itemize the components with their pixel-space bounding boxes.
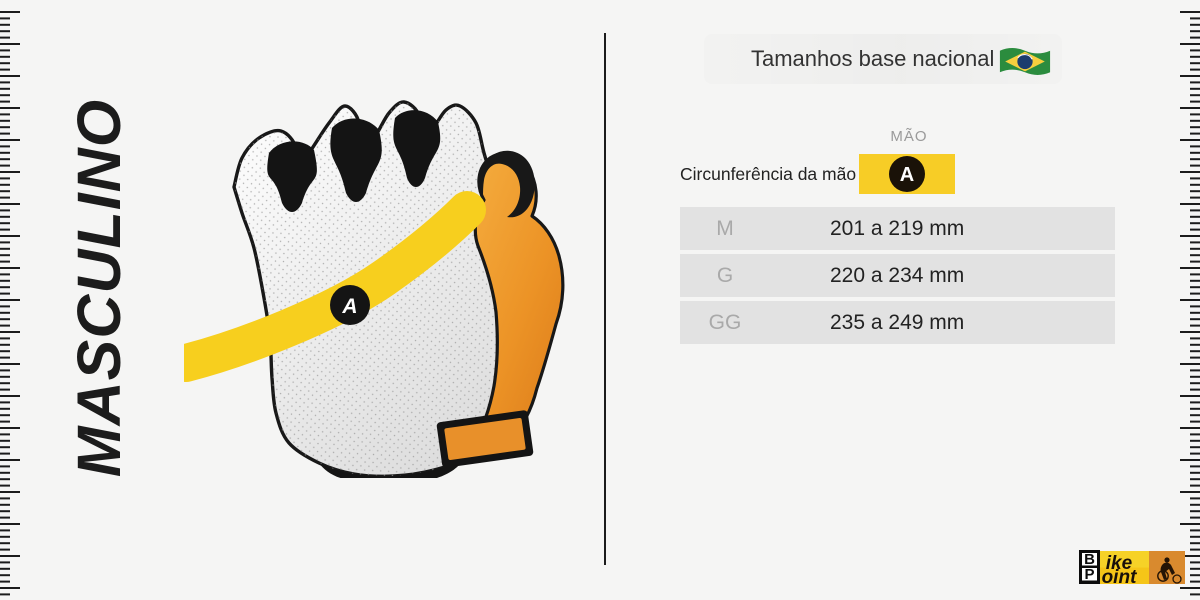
svg-text:A: A [900, 164, 914, 186]
svg-text:oint: oint [1102, 567, 1137, 586]
svg-text:A: A [341, 295, 357, 318]
svg-text:P: P [1084, 566, 1094, 583]
